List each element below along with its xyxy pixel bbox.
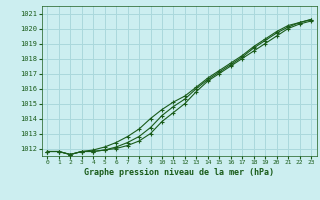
X-axis label: Graphe pression niveau de la mer (hPa): Graphe pression niveau de la mer (hPa) — [84, 168, 274, 177]
